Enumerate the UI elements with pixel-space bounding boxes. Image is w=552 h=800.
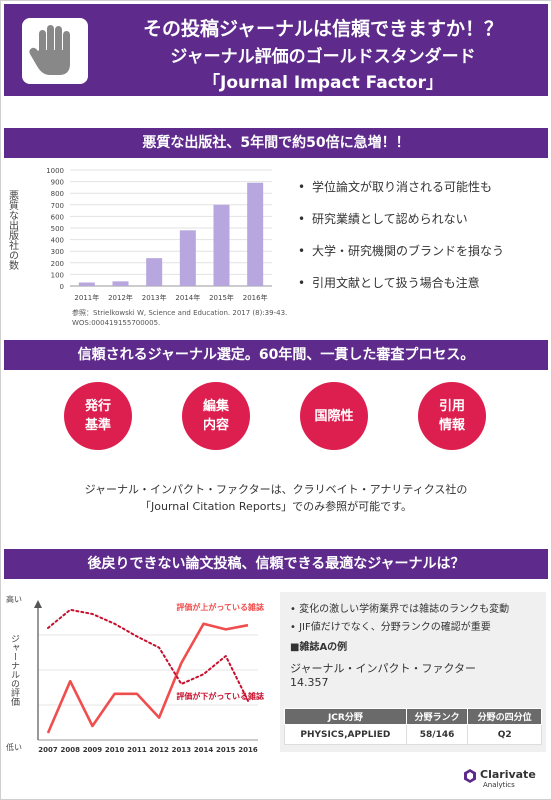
x-tick-label: 2012 — [149, 746, 169, 754]
reference-line: WOS:000419155700005. — [72, 319, 161, 327]
bar — [146, 258, 163, 286]
circle-label: 内容 — [202, 418, 229, 433]
jcr-table: JCR分野 分野ランク 分野の四分位 PHYSICS,APPLIED 58/14… — [284, 708, 542, 745]
circle-label: 発行 — [84, 399, 111, 414]
bar — [78, 282, 95, 286]
y-tick-label: 400 — [51, 237, 64, 245]
list-item: 学位論文が取り消される可能性も — [298, 178, 548, 210]
y-tick-label: 1000 — [46, 167, 64, 175]
section2-title: 信頼されるジャーナル選定。60年間、一貫した審査プロセス。 — [4, 340, 548, 370]
section1-bullet-list: 学位論文が取り消される可能性も 研究業績として認められない 大学・研究機関のブラ… — [298, 178, 548, 306]
criteria-circle-international: 国際性 — [300, 382, 368, 450]
x-tick-label: 2013 — [172, 746, 192, 754]
table-header: 分野ランク — [405, 708, 469, 725]
y-tick-label: 600 — [51, 213, 64, 221]
jif-text-line: ジャーナル・インパクト・ファクターは、クラリベイト・アナリティクス社の — [84, 483, 468, 496]
table-cell: PHYSICS,APPLIED — [284, 724, 407, 745]
y-tick-label: 0 — [60, 283, 64, 291]
table-header: 分野の四分位 — [467, 708, 542, 725]
x-tick-label: 2011年 — [74, 293, 99, 302]
table-header-row: JCR分野 分野ランク 分野の四分位 — [284, 708, 542, 725]
jif-value: 14.357 — [290, 676, 329, 689]
y-tick-label: 700 — [51, 202, 64, 210]
falling-journal-line — [47, 608, 249, 702]
x-tick-label: 2008 — [60, 746, 80, 754]
x-tick-label: 2013年 — [142, 293, 167, 302]
jif-label: ジャーナル・インパクト・ファクター — [290, 662, 477, 675]
y-tick-label: 900 — [51, 179, 64, 187]
list-item: 引用文献として扱う場合も注意 — [298, 274, 548, 306]
list-item: 大学・研究機関のブランドを損なう — [298, 242, 548, 274]
table-cell: 58/146 — [405, 724, 469, 745]
y-tick-label: 500 — [51, 225, 64, 233]
x-tick-label: 2014年 — [175, 293, 200, 302]
x-tick-label: 2010 — [105, 746, 125, 754]
y-axis-arrow-head — [34, 600, 42, 608]
rising-journal-line — [46, 622, 249, 734]
reference-line: 参照：Strielkowski W, Science and Education… — [72, 309, 288, 317]
x-tick-label: 2012年 — [108, 293, 133, 302]
x-tick-label: 2016年 — [243, 293, 268, 302]
list-item: JIF値だけでなく、分野ランクの確認が重要 — [290, 618, 491, 633]
stop-hand-icon — [22, 18, 88, 84]
list-item: 研究業績として認められない — [298, 210, 548, 242]
series-label-rising: 評価が上がっている雑誌 — [176, 602, 264, 612]
y-axis-label: ジャーナルの評価 — [9, 634, 20, 706]
bar — [112, 281, 129, 286]
logo-sub: Analytics — [483, 781, 515, 789]
y-low-label: 低い — [6, 742, 22, 752]
y-tick-label: 100 — [51, 271, 64, 279]
x-tick-label: 2011 — [127, 746, 147, 754]
circle-label: 編集 — [202, 399, 229, 414]
circle-label: 情報 — [438, 418, 465, 433]
x-tick-label: 2015 — [216, 746, 236, 754]
x-tick-label: 2016 — [238, 746, 258, 754]
bar — [247, 182, 264, 286]
section3-title: 後戻りできない論文投稿、信頼できる最適なジャーナルは？ — [4, 549, 548, 579]
reference-note: 参照：Strielkowski W, Science and Education… — [72, 308, 287, 328]
clarivate-logo-icon — [464, 769, 476, 783]
y-high-label: 高い — [6, 594, 22, 604]
criteria-circle-publishing: 発行 基準 — [64, 382, 132, 450]
y-tick-label: 200 — [51, 260, 64, 268]
example-label: ■雑誌Aの例 — [290, 642, 348, 653]
table-row: PHYSICS,APPLIED 58/146 Q2 — [284, 724, 542, 745]
logo-name: Clarivate — [480, 768, 536, 781]
circle-label: 国際性 — [314, 408, 354, 424]
jif-text-line: 「Journal Citation Reports」でのみ参照が可能です。 — [140, 500, 412, 513]
header-jif: 「Journal Impact Factor」 — [203, 73, 443, 93]
section1-title: 悪質な出版社、5年間で約50倍に急増！！ — [4, 128, 548, 158]
circle-label: 基準 — [84, 418, 111, 433]
y-tick-label: 800 — [51, 190, 64, 198]
header-subtitle: ジャーナル評価のゴールドスタンダード — [170, 47, 476, 67]
series-label-falling: 評価が下がっている雑誌 — [176, 691, 264, 701]
criteria-circle-editorial: 編集 内容 — [182, 382, 250, 450]
x-tick-label: 2009 — [83, 746, 103, 754]
y-tick-label: 300 — [51, 248, 64, 256]
header-banner: その投稿ジャーナルは信頼できますか！？ ジャーナル評価のゴールドスタンダード 「… — [4, 4, 548, 96]
circle-label: 引用 — [438, 399, 465, 414]
publisher-bar-chart: 0 100 200 300 400 500 600 700 800 900 1000 2011年 201… — [7, 167, 272, 302]
y-axis-label: 悪質な出版社の数 — [7, 190, 19, 271]
x-tick-label: 2015年 — [209, 293, 234, 302]
list-item: 変化の激しい学術業界では雑誌のランクも変動 — [290, 600, 509, 615]
jif-description: ジャーナル・インパクト・ファクターは、クラリベイト・アナリティクス社の 「Jou… — [30, 481, 522, 515]
table-header: JCR分野 — [284, 708, 407, 725]
bar — [179, 230, 196, 286]
criteria-circle-citation: 引用 情報 — [418, 382, 486, 450]
x-tick-label: 2014 — [194, 746, 214, 754]
header-title: その投稿ジャーナルは信頼できますか！？ — [142, 18, 504, 40]
table-cell: Q2 — [467, 724, 542, 745]
bar — [213, 204, 230, 286]
x-tick-label: 2007 — [38, 746, 58, 754]
